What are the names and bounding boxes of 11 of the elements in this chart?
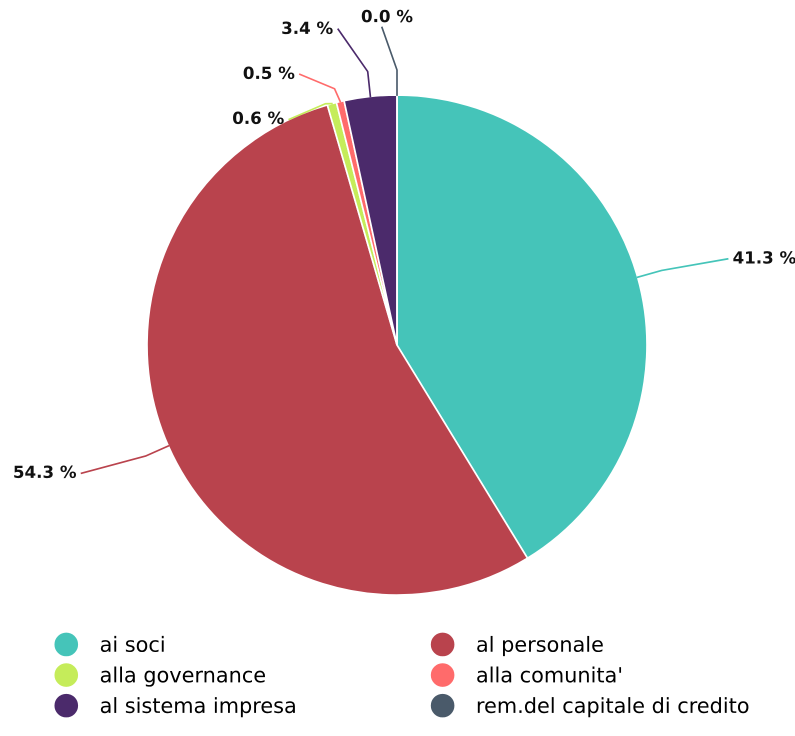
legend-label: alla governance — [100, 666, 265, 687]
data-label: 54.3 % — [14, 465, 76, 478]
data-label: 3.4 % — [282, 22, 333, 34]
legend-label: rem.del capitale di credito — [478, 697, 748, 718]
legend-label: al personale — [477, 636, 603, 656]
data-label: 0.6 % — [233, 112, 284, 124]
data-label: 0.5 % — [244, 66, 294, 80]
text: 0.0 % — [362, 10, 412, 22]
legend-label: al sistema impresa — [100, 697, 295, 718]
legend-label: ai soci — [100, 636, 164, 652]
legend-label: alla comunita' — [477, 666, 622, 683]
